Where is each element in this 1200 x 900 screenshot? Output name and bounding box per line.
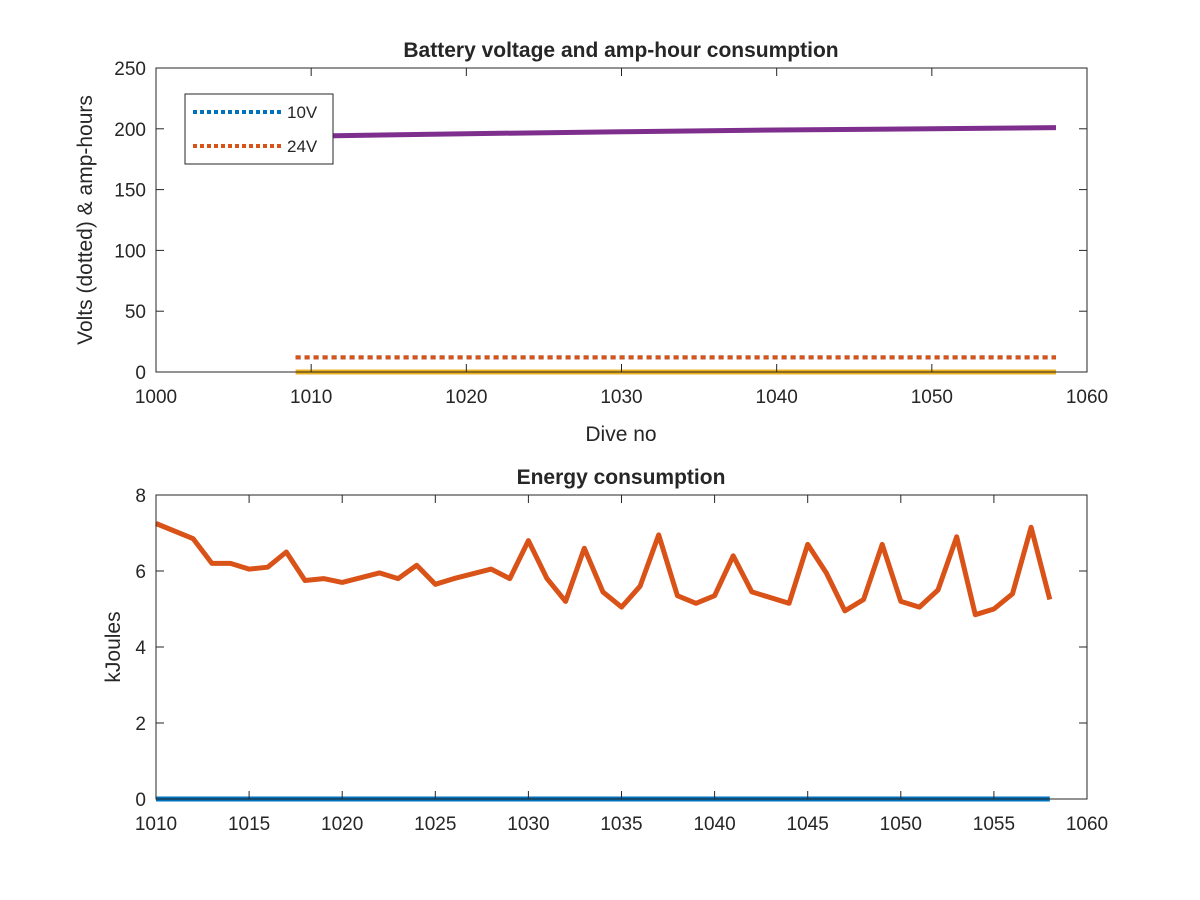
x-tick-label: 1050 [911,387,953,408]
x-tick-label: 1055 [973,814,1015,835]
series-line-3 [311,125,1057,139]
y-tick-label: 150 [114,181,146,202]
x-tick-label: 1010 [135,814,177,835]
x-tick-label: 1050 [880,814,922,835]
x-tick-label: 1020 [445,387,487,408]
x-tick-label: 1040 [693,814,735,835]
y-tick-label: 6 [135,562,146,583]
x-tick-label: 1025 [414,814,456,835]
x-tick-label: 1060 [1066,387,1108,408]
chart-title: Battery voltage and amp-hour consumption [403,39,838,62]
y-tick-label: 4 [135,638,146,659]
x-tick-label: 1045 [787,814,829,835]
x-tick-label: 1010 [290,387,332,408]
voltage-axes: Battery voltage and amp-hour consumption… [74,39,1108,446]
y-tick-label: 100 [114,241,146,262]
x-tick-label: 1040 [756,387,798,408]
y-axis-label: Volts (dotted) & amp-hours [74,95,97,345]
y-tick-label: 8 [135,486,146,507]
y-tick-label: 250 [114,59,146,80]
legend: 10V 24V [184,93,334,165]
y-tick-label: 50 [125,302,146,323]
x-axis-label: Dive no [585,423,656,446]
x-tick-label: 1015 [228,814,270,835]
energy-axes: Energy consumption kJoules 1010 1015 1020 1… [102,466,1108,835]
legend-label-24v: 24V [287,137,318,156]
x-tick-label: 1000 [135,387,177,408]
x-tick-label: 1060 [1066,814,1108,835]
series-line-1 [155,521,1053,618]
x-tick-label: 1035 [600,814,642,835]
y-axis-label: kJoules [102,611,125,682]
chart-title: Energy consumption [517,466,726,489]
x-tick-label: 1030 [507,814,549,835]
y-tick-label: 0 [135,790,146,811]
y-tick-label: 2 [135,714,146,735]
legend-label-10v: 10V [287,103,318,122]
legend-box [184,93,334,165]
y-tick-label: 0 [135,363,146,384]
x-tick-label: 1020 [321,814,363,835]
y-tick-label: 200 [114,120,146,141]
x-tick-label: 1030 [600,387,642,408]
